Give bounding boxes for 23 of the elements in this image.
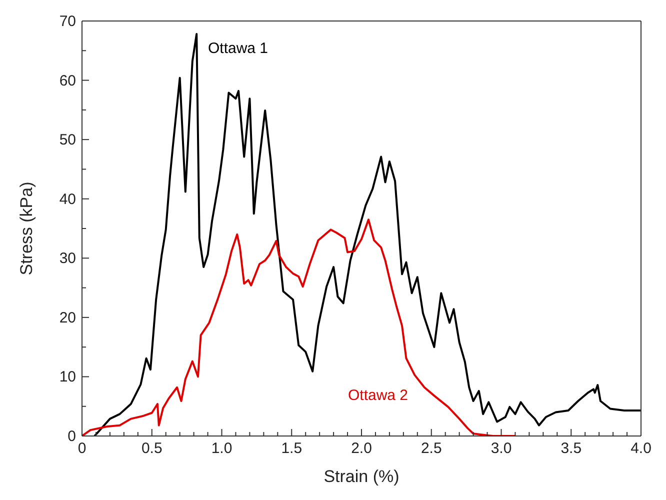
x-tick-label: 3.5 — [560, 440, 582, 457]
x-tick-label: 1.5 — [281, 440, 302, 457]
x-tick-label: 4.0 — [630, 440, 652, 457]
x-tick-label: 2.0 — [351, 440, 372, 457]
y-tick-label: 30 — [59, 250, 76, 268]
y-tick-label: 70 — [59, 13, 76, 30]
x-axis-title: Strain (%) — [324, 467, 400, 486]
y-tick-label: 50 — [59, 132, 76, 149]
y-tick-label: 20 — [59, 309, 76, 326]
line-series — [94, 33, 641, 436]
series-label: Ottawa 2 — [348, 387, 408, 404]
line-series — [82, 218, 516, 436]
x-tick-label: 1.0 — [211, 440, 232, 457]
x-tick-label: 3.0 — [490, 440, 512, 457]
y-tick-label: 10 — [59, 368, 76, 386]
series-label: Ottawa 1 — [208, 40, 268, 57]
x-tick-label: 0.5 — [141, 440, 162, 457]
y-tick-label: 0 — [68, 428, 76, 445]
y-axis-title: Stress (kPa) — [17, 182, 36, 276]
y-tick-label: 40 — [59, 190, 76, 208]
x-tick-label: 0 — [78, 440, 86, 457]
x-tick-label: 2.5 — [420, 440, 442, 457]
y-tick-label: 60 — [59, 72, 76, 90]
